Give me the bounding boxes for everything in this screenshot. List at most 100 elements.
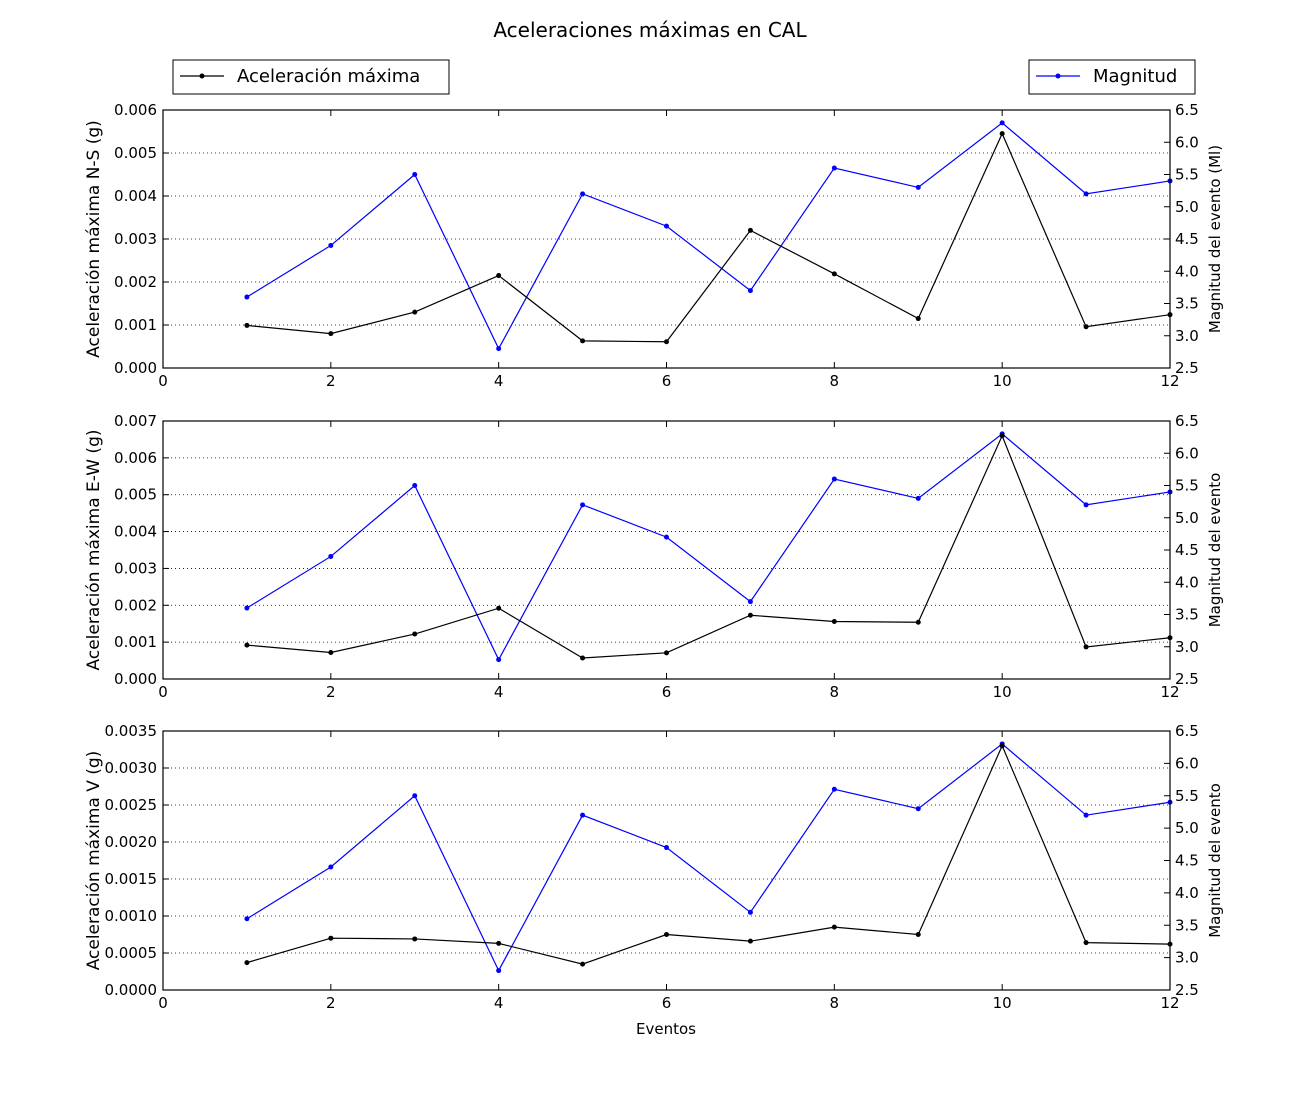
y-right-tick-label: 6.0 [1175,133,1199,151]
plot-frame [162,420,1171,680]
y-right-tick-label: 4.5 [1175,230,1199,248]
y-tick-label: 0.0010 [105,907,158,925]
series-magnitud-point [1083,812,1089,818]
series-magnitud-point [664,223,669,229]
plot-frame [162,730,1171,991]
series-magnitud-point [915,184,921,190]
series-magnitud-point [244,605,250,611]
series-aceleracion-point [747,938,753,944]
x-tick-label: 6 [662,683,672,701]
series-magnitud-line [246,122,1171,350]
series-magnitud-point [496,657,502,663]
series-aceleracion-point [664,650,669,656]
y-tick-label: 0.004 [114,187,157,205]
series-aceleracion-point [915,619,921,625]
y-tick-label: 0.005 [114,144,157,162]
x-tick-label: 6 [662,372,672,390]
series-aceleracion-point [1083,324,1089,330]
series-magnitud-point [915,806,921,812]
panel-1: 0.000 0.001 0.002 0.003 0.004 0.005 0.006 2.5 3.… [84,101,1224,390]
series-magnitud-point [1083,502,1089,508]
x-tick-label: 2 [326,683,336,701]
y-right-tick-label: 5.0 [1175,509,1199,527]
series-magnitud-point [831,476,837,482]
y-right-tick-label: 2.5 [1175,670,1199,688]
x-tick-label: 10 [993,372,1012,390]
series-aceleracion-point [496,273,502,279]
series-magnitud-point [412,172,418,177]
y-right-tick-label: 6.5 [1175,101,1199,119]
legend-right-label: Magnitud [1093,66,1177,87]
y-tick-label: 0.003 [114,230,157,248]
series-magnitud-line [246,433,1171,661]
y-right-axis-label: Magnitud del evento [1206,783,1224,938]
series-aceleracion-point [328,935,334,941]
y-right-tick-label: 3.5 [1175,606,1199,624]
series-magnitud-point [664,534,669,540]
y-right-tick-label: 2.5 [1175,359,1199,377]
chart-panels: 0.000 0.001 0.002 0.003 0.004 0.005 0.006 2.5 3.… [84,101,1224,1012]
y-tick-label: 0.0035 [105,722,158,740]
legend-left-label: Aceleración máxima [237,66,420,87]
y-right-tick-label: 5.0 [1175,198,1199,216]
chart-title: Aceleraciones máximas en CAL [493,18,807,42]
series-aceleracion-point [664,339,669,345]
x-tick-label: 12 [1160,372,1179,390]
x-tick-label: 4 [494,994,504,1012]
series-aceleracion-point [999,743,1005,749]
y-tick-label: 0.002 [114,596,157,614]
series-magnitud-point [1083,191,1089,197]
y-axis-label: Aceleración máxima E-W (g) [84,430,104,671]
series-aceleracion-point [328,331,334,337]
y-tick-label: 0.0015 [105,870,158,888]
y-right-tick-label: 5.5 [1175,477,1199,495]
series-aceleracion-point [412,631,418,637]
y-axis-label: Aceleración máxima N-S (g) [84,120,104,358]
y-tick-label: 0.0005 [105,944,158,962]
series-aceleracion-point [328,649,334,655]
series-magnitud-point [328,864,334,870]
y-tick-label: 0.001 [114,633,157,651]
series-aceleracion-point [580,961,586,967]
series-magnitud-point [244,294,250,300]
series-magnitud-line [246,743,1171,972]
y-right-tick-label: 4.0 [1175,573,1199,591]
y-tick-label: 0.006 [114,101,157,119]
x-tick-label: 6 [662,994,672,1012]
y-right-tick-label: 6.5 [1175,722,1199,740]
x-tick-label: 2 [326,372,336,390]
x-axis-label: Eventos [636,1020,696,1038]
legend-left: Aceleración máxima [172,59,450,95]
series-magnitud-point [831,786,837,792]
series-aceleracion-point [496,605,502,611]
series-aceleracion-point [831,619,837,625]
series-aceleracion-point [244,642,250,648]
y-right-tick-label: 3.5 [1175,916,1199,934]
y-tick-label: 0.0020 [105,833,158,851]
y-right-tick-label: 4.5 [1175,541,1199,559]
series-magnitud-point [747,288,753,294]
series-aceleracion-point [580,655,586,661]
y-tick-label: 0.003 [114,559,157,577]
series-magnitud-point [496,346,502,352]
series-aceleracion-point [999,433,1005,439]
series-magnitud-point [496,968,502,974]
y-right-tick-label: 3.5 [1175,295,1199,313]
y-tick-label: 0.002 [114,273,157,291]
y-tick-label: 0.004 [114,523,157,541]
x-tick-label: 8 [830,372,840,390]
panel-2: 0.000 0.001 0.002 0.003 0.004 0.005 0.006 0.007… [84,412,1224,701]
legend-right: Magnitud [1028,59,1196,95]
y-right-tick-label: 3.0 [1175,949,1199,967]
y-tick-label: 0.006 [114,449,157,467]
legend-left-marker [199,73,205,79]
y-right-tick-label: 5.5 [1175,787,1199,805]
series-aceleracion-point [747,227,753,233]
series-magnitud-point [831,165,837,171]
series-magnitud-point [244,916,250,922]
y-right-tick-label: 4.0 [1175,884,1199,902]
series-magnitud-point [580,191,586,197]
series-aceleracion-point [831,271,837,277]
series-aceleracion-point [747,612,753,618]
x-tick-label: 2 [326,994,336,1012]
